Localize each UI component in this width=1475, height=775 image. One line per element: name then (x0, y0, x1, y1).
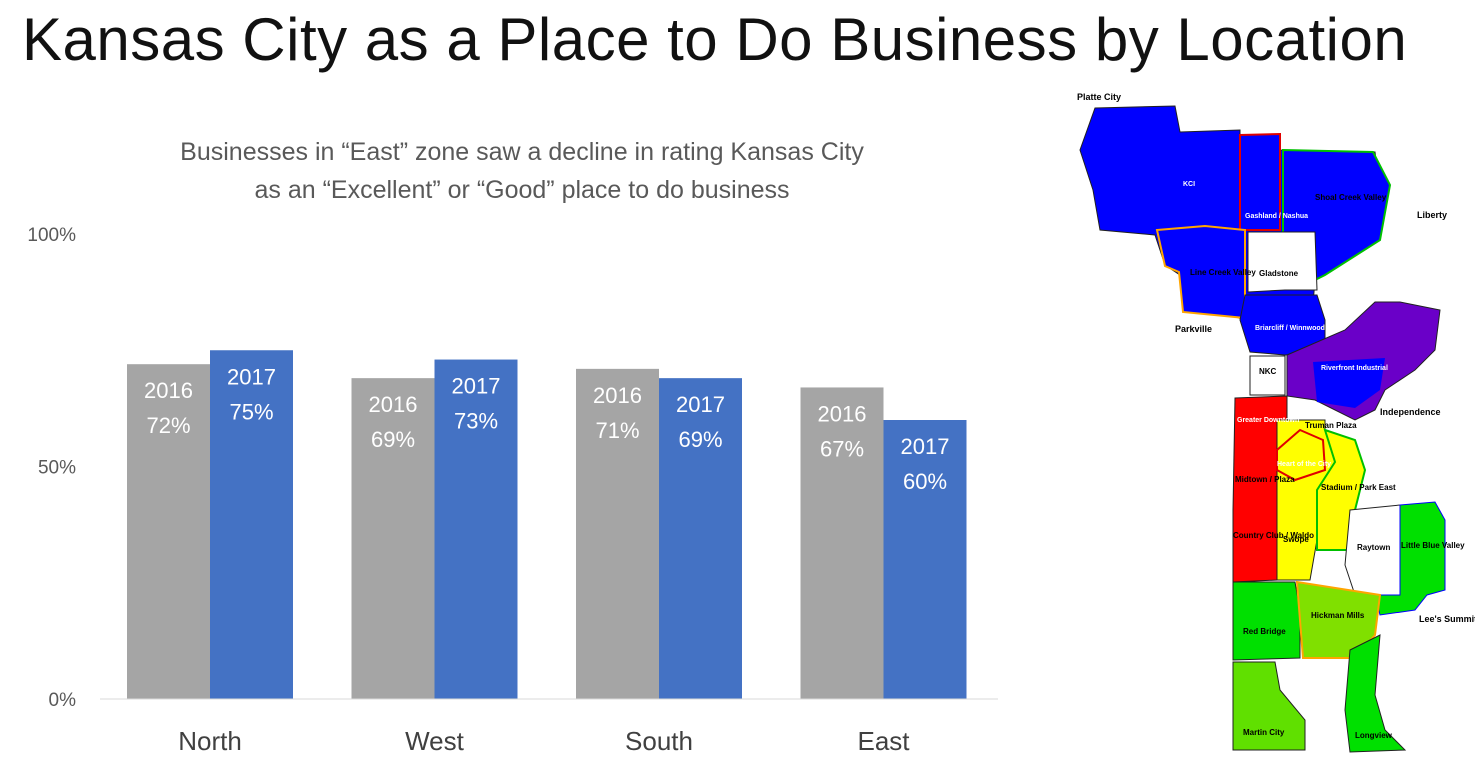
bar-east-2016 (800, 387, 884, 699)
map-area-heart-of-city (1276, 428, 1327, 482)
bars: 2016 72% 2017 75% 2016 69% 2017 73% 2016 71% 2017 6… (127, 350, 967, 699)
bar-north-2017 (210, 350, 293, 699)
map-label-midtown: Midtown / Plaza (1235, 475, 1295, 484)
bar-label-year-east-2016: 2016 (818, 401, 867, 426)
bar-east-2017 (883, 420, 967, 699)
y-tick-label-1: 50% (38, 458, 76, 479)
category-label-south: South (625, 726, 693, 756)
map-label-red-bridge: Red Bridge (1243, 627, 1286, 636)
map-label-heart-of-city: Heart of the City (1277, 461, 1331, 468)
map-area-little-blue (1374, 501, 1446, 616)
map-label-gladstone: Gladstone (1259, 269, 1299, 278)
bar-label-year-north-2016: 2016 (144, 378, 193, 403)
map-label-kci: KCI (1183, 181, 1195, 188)
map-label-country-club: Country Club / Waldo (1233, 531, 1314, 540)
map-label-nkc: NKC (1259, 367, 1277, 376)
y-tick-label-2: 100% (27, 225, 76, 246)
map-label-little-blue: Little Blue Valley (1401, 541, 1465, 550)
bar-south-2017 (659, 378, 742, 699)
bar-label-year-west-2017: 2017 (452, 374, 501, 399)
category-label-west: West (405, 726, 465, 756)
bar-label-value-west-2017: 73% (454, 409, 498, 434)
map-area-red-bridge (1232, 581, 1301, 661)
map-label-truman-plaza: Truman Plaza (1305, 421, 1357, 430)
category-label-north: North (178, 726, 242, 756)
map-area-riverfront-inner (1313, 358, 1385, 408)
bar-label-year-south-2016: 2016 (593, 383, 642, 408)
bar-north-2016 (127, 364, 210, 699)
y-axis: 0% 50% 100% (27, 225, 76, 711)
chart-subtitle-line-2: as an “Excellent” or “Good” place to do … (255, 176, 790, 204)
map-label-longview: Longview (1355, 731, 1393, 740)
map-label-raytown: Raytown (1357, 543, 1390, 552)
map-label-shoal-creek: Shoal Creek Valley (1315, 193, 1387, 202)
bar-label-value-south-2016: 71% (595, 418, 639, 443)
bar-label-year-north-2017: 2017 (227, 364, 276, 389)
map-label-gashland: Gashland / Nashua (1245, 213, 1308, 220)
chart-svg: Businesses in “East” zone saw a decline … (27, 138, 998, 756)
map-area-longview (1344, 634, 1407, 753)
map-label-swope: Swope (1283, 535, 1309, 544)
map-svg: Platte City KCI Gashland / Nashua Shoal … (1077, 92, 1475, 753)
bar-label-value-north-2016: 72% (146, 413, 190, 438)
y-tick-label-0: 0% (49, 690, 77, 711)
chart-subtitle-line-1: Businesses in “East” zone saw a decline … (180, 138, 864, 166)
map-label-hickman-mills: Hickman Mills (1311, 611, 1365, 620)
map-label-riverfront: Riverfront Industrial (1321, 365, 1388, 372)
map-label-stadium: Stadium / Park East (1321, 483, 1396, 492)
map-area-gashland (1239, 132, 1281, 231)
bar-label-value-south-2017: 69% (678, 427, 722, 452)
bar-chart: Businesses in “East” zone saw a decline … (0, 110, 1040, 773)
bar-west-2017 (434, 359, 518, 699)
bar-label-value-west-2016: 69% (371, 427, 415, 452)
map-label-line-creek: Line Creek Valley (1190, 268, 1256, 277)
map-label-independence: Independence (1380, 407, 1441, 417)
bar-label-value-east-2017: 60% (903, 469, 947, 494)
map-area-nkc (1249, 355, 1286, 396)
page-title: Kansas City as a Place to Do Business by… (22, 6, 1408, 73)
map-label-briarcliff: Briarcliff / Winnwood (1255, 325, 1325, 332)
map-label-greater-downtown: Greater Downtown (1237, 417, 1299, 424)
map-area-martin-city (1232, 661, 1306, 751)
bar-west-2016 (351, 378, 435, 699)
map-area-gladstone (1247, 231, 1318, 293)
bar-label-year-east-2017: 2017 (901, 434, 950, 459)
bar-south-2016 (576, 368, 659, 699)
category-label-east: East (857, 726, 910, 756)
bar-label-value-east-2016: 67% (820, 436, 864, 461)
map-area-line-creek (1155, 224, 1246, 320)
map-label-platte-city: Platte City (1077, 92, 1121, 102)
bar-label-year-west-2016: 2016 (369, 392, 418, 417)
map-label-parkville: Parkville (1175, 324, 1212, 334)
kansas-city-zone-map: Platte City KCI Gashland / Nashua Shoal … (1055, 90, 1475, 770)
map-label-liberty: Liberty (1417, 210, 1447, 220)
map-label-martin-city: Martin City (1243, 728, 1285, 737)
category-axis: North West South East (178, 726, 910, 756)
bar-label-year-south-2017: 2017 (676, 392, 725, 417)
bar-label-value-north-2017: 75% (229, 399, 273, 424)
map-label-lees-summit: Lee's Summit (1419, 614, 1475, 624)
